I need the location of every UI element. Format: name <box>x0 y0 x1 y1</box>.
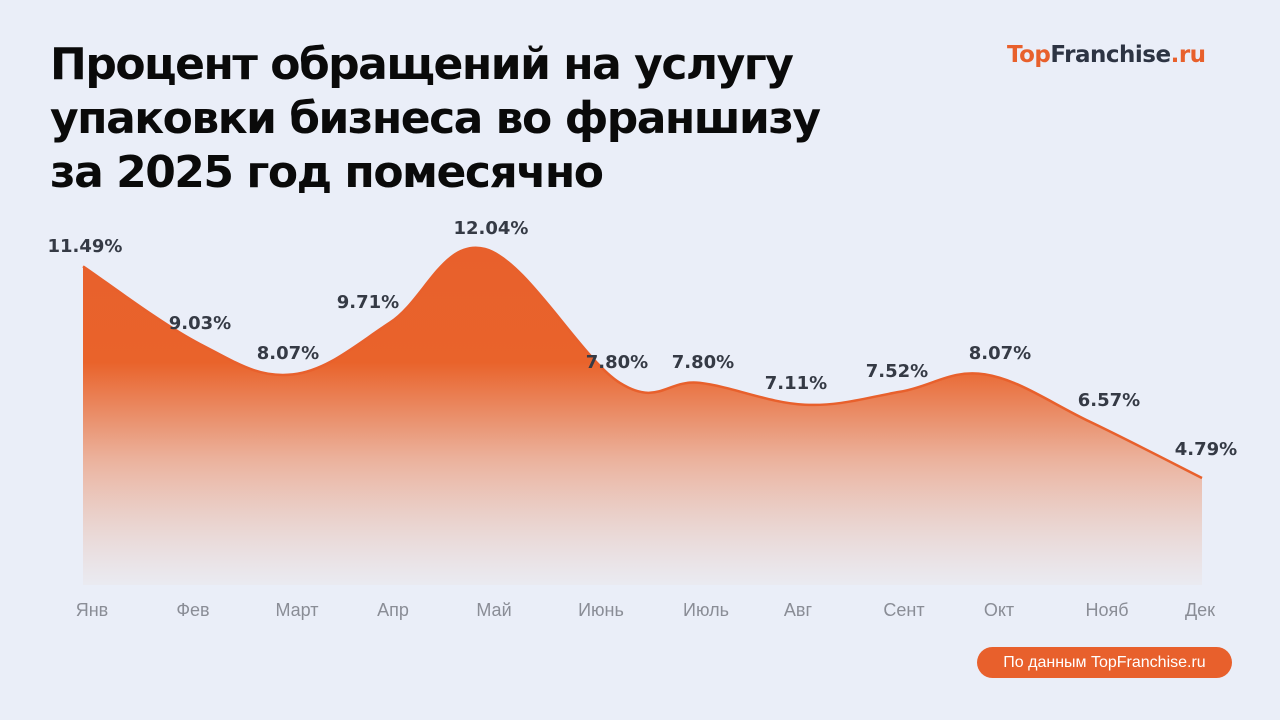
value-label: 9.03% <box>169 313 231 334</box>
month-label: Авг <box>784 600 813 620</box>
logo-top: Top <box>1007 42 1051 68</box>
value-label: 8.07% <box>969 343 1031 364</box>
title-line-1: Процент обращений на услугу <box>50 39 794 90</box>
month-label: Май <box>476 600 511 620</box>
month-labels: Янв Фев Март Апр Май Июнь Июль Авг Сент Окт Нояб Де… <box>76 600 1215 620</box>
value-label: 11.49% <box>48 236 123 257</box>
brand-logo: TopFranchise.ru <box>1007 42 1206 68</box>
month-label: Июль <box>683 600 729 620</box>
logo-domain: .ru <box>1170 42 1206 68</box>
value-label: 9.71% <box>337 292 399 313</box>
month-label: Окт <box>984 600 1014 620</box>
month-label: Фев <box>176 600 209 620</box>
month-label: Нояб <box>1085 600 1128 620</box>
area-line <box>82 246 1203 480</box>
month-label: Дек <box>1185 600 1215 620</box>
month-label: Янв <box>76 600 109 620</box>
source-badge: По данным TopFranchise.ru <box>977 647 1232 678</box>
month-label: Апр <box>377 600 409 620</box>
month-label: Июнь <box>578 600 624 620</box>
value-label: 12.04% <box>454 218 529 239</box>
month-label: Март <box>275 600 318 620</box>
value-label: 6.57% <box>1078 390 1140 411</box>
value-label: 7.80% <box>586 352 648 373</box>
value-label: 4.79% <box>1175 439 1237 460</box>
value-label: 7.52% <box>866 361 928 382</box>
logo-franchise: Franchise <box>1050 42 1171 68</box>
title-line-2: упаковки бизнеса во франшизу <box>50 93 821 144</box>
chart-title: Процент обращений на услугу упаковки биз… <box>50 38 910 200</box>
title-line-3: за 2025 год помесячно <box>50 147 604 198</box>
value-label: 8.07% <box>257 343 319 364</box>
value-label: 7.11% <box>765 373 827 394</box>
value-labels: 11.49% 9.03% 8.07% 9.71% 12.04% 7.80% 7.80% 7.1… <box>48 218 1238 460</box>
month-label: Сент <box>883 600 924 620</box>
value-label: 7.80% <box>672 352 734 373</box>
area-fill <box>83 247 1202 585</box>
